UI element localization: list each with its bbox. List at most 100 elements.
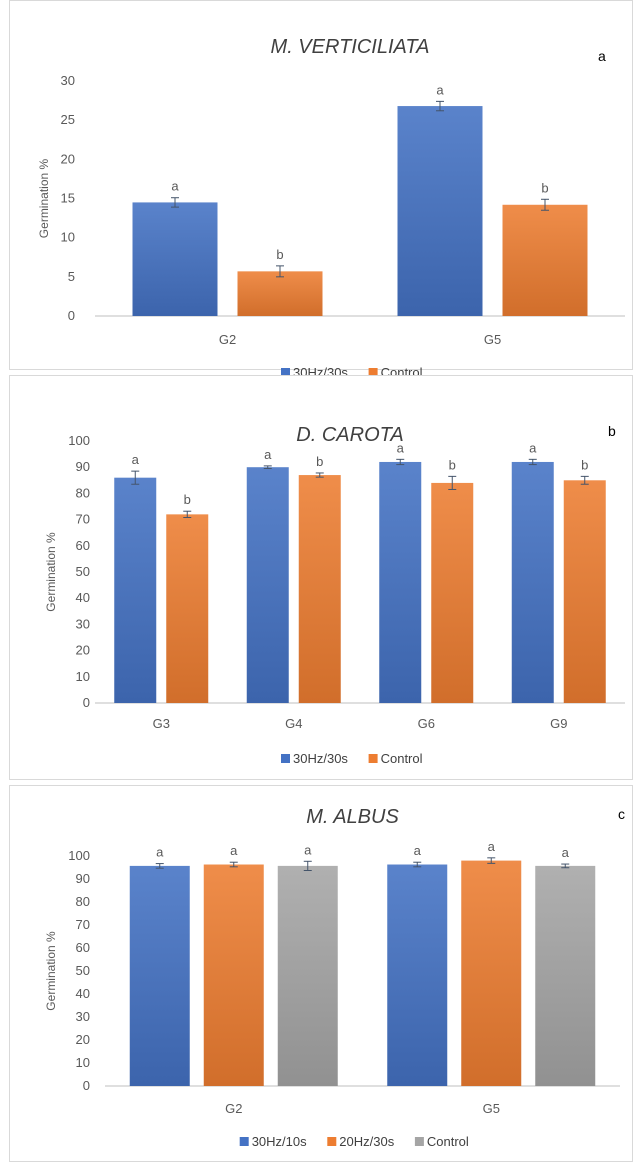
- legend-label: 30Hz/30s: [293, 751, 348, 766]
- significance-label: b: [581, 457, 588, 472]
- y-tick-label: 10: [61, 230, 75, 245]
- bar-control-g4: [298, 475, 341, 703]
- legend-swatch: [368, 754, 378, 763]
- legend-label: Control: [427, 1134, 469, 1149]
- chart-panel-c: M. ALBUS c Germination % 0 10 20 30 40 50 60 70 80 9…: [9, 785, 633, 1162]
- y-tick-label: 60: [76, 940, 90, 955]
- bar-20hz-30s-g2: [203, 864, 264, 1086]
- x-tick-label: G2: [219, 332, 236, 347]
- significance-label: a: [562, 845, 570, 860]
- y-tick-label: 50: [76, 564, 90, 579]
- y-tick-label: 5: [68, 269, 75, 284]
- x-tick-label: G3: [153, 716, 170, 731]
- bar-30hz-30s-g3: [114, 477, 157, 703]
- bar-control-g3: [166, 514, 209, 703]
- bar-20hz-30s-g5: [461, 860, 522, 1086]
- y-tick-label: 80: [76, 485, 90, 500]
- x-tick-label: G6: [418, 716, 435, 731]
- y-tick-label: 20: [61, 151, 75, 166]
- legend-label: 30Hz/10s: [252, 1134, 307, 1149]
- y-tick-label: 40: [76, 590, 90, 605]
- significance-label: b: [276, 247, 283, 262]
- x-tick-label: G9: [550, 716, 567, 731]
- x-tick-label: G2: [225, 1101, 242, 1116]
- significance-label: a: [230, 843, 238, 858]
- panel-letter: a: [598, 48, 606, 64]
- y-tick-label: 60: [76, 538, 90, 553]
- bar-control-g5: [502, 204, 588, 316]
- y-tick-label: 90: [76, 459, 90, 474]
- chart-title: D. CAROTA: [296, 424, 403, 446]
- chart-a-svg: M. VERTICILIATA a Germination % 0 5 10 15 20 25 3…: [37, 36, 625, 380]
- legend-swatch: [414, 1137, 424, 1146]
- significance-label: b: [184, 492, 191, 507]
- y-tick-label: 0: [83, 1078, 90, 1093]
- x-tick-label: G4: [285, 716, 302, 731]
- bar-control-g2: [277, 865, 338, 1086]
- y-tick-label: 15: [61, 191, 75, 206]
- chart-c-svg: M. ALBUS c Germination % 0 10 20 30 40 50 60 70 80 9…: [44, 806, 625, 1149]
- significance-label: a: [414, 843, 422, 858]
- legend-swatch: [281, 368, 290, 377]
- y-tick-label: 0: [68, 308, 75, 323]
- y-axis-label: Germination %: [44, 931, 58, 1011]
- bar-30hz-30s-g9: [511, 461, 554, 703]
- significance-label: a: [397, 440, 405, 455]
- legend-label: Control: [381, 751, 423, 766]
- legend-swatch: [327, 1137, 337, 1146]
- y-tick-label: 100: [68, 433, 90, 448]
- legend-label: 20Hz/30s: [339, 1134, 394, 1149]
- significance-label: a: [529, 440, 537, 455]
- panel-letter: b: [608, 423, 616, 439]
- significance-label: a: [264, 447, 272, 462]
- y-tick-label: 20: [76, 643, 90, 658]
- bar-30hz-10s-g5: [387, 864, 448, 1086]
- chart-title: M. VERTICILIATA: [271, 36, 430, 58]
- chart-panel-a: M. VERTICILIATA a Germination % 0 5 10 15 20 25 3…: [9, 0, 633, 380]
- bar-30hz-10s-g2: [129, 865, 190, 1086]
- bar-control-g2: [237, 271, 323, 316]
- y-tick-label: 20: [76, 1032, 90, 1047]
- y-axis-label: Germination %: [44, 532, 58, 612]
- y-tick-label: 50: [76, 963, 90, 978]
- y-tick-label: 30: [61, 73, 75, 88]
- significance-label: a: [171, 179, 179, 194]
- significance-label: b: [449, 457, 456, 472]
- y-tick-label: 10: [76, 1055, 90, 1070]
- y-tick-label: 80: [76, 894, 90, 909]
- chart-title: M. ALBUS: [306, 806, 399, 828]
- y-axis-label: Germination %: [37, 158, 51, 238]
- chart-b-svg: D. CAROTA b Germination % 0 10 20 30 40 50 60 70 80…: [44, 423, 625, 766]
- y-tick-label: 70: [76, 512, 90, 527]
- y-tick-label: 70: [76, 917, 90, 932]
- significance-label: a: [156, 845, 164, 860]
- bar-30hz-30s-g6: [379, 461, 422, 703]
- bar-30hz-30s-g5: [397, 106, 483, 316]
- y-tick-label: 30: [76, 616, 90, 631]
- y-tick-label: 90: [76, 871, 90, 886]
- significance-label: b: [316, 454, 323, 469]
- bar-control-g9: [563, 480, 606, 703]
- legend-swatch: [281, 754, 290, 763]
- significance-label: a: [488, 839, 496, 854]
- y-tick-label: 25: [61, 112, 75, 127]
- y-tick-label: 100: [68, 848, 90, 863]
- panel-letter: c: [618, 806, 625, 822]
- significance-label: a: [132, 452, 140, 467]
- bar-30hz-30s-g2: [132, 202, 218, 316]
- significance-label: a: [304, 842, 312, 857]
- y-tick-label: 30: [76, 1009, 90, 1024]
- significance-label: a: [436, 82, 444, 97]
- legend-swatch: [239, 1137, 249, 1146]
- x-tick-label: G5: [484, 332, 501, 347]
- x-tick-label: G5: [483, 1101, 500, 1116]
- y-tick-label: 10: [76, 669, 90, 684]
- bar-30hz-30s-g4: [246, 467, 289, 703]
- y-tick-label: 0: [83, 695, 90, 710]
- chart-panel-b: D. CAROTA b Germination % 0 10 20 30 40 50 60 70 80…: [9, 375, 633, 780]
- bar-control-g6: [431, 482, 474, 703]
- y-tick-label: 40: [76, 986, 90, 1001]
- legend-swatch: [368, 368, 378, 377]
- significance-label: b: [541, 180, 548, 195]
- bar-control-g5: [535, 865, 596, 1086]
